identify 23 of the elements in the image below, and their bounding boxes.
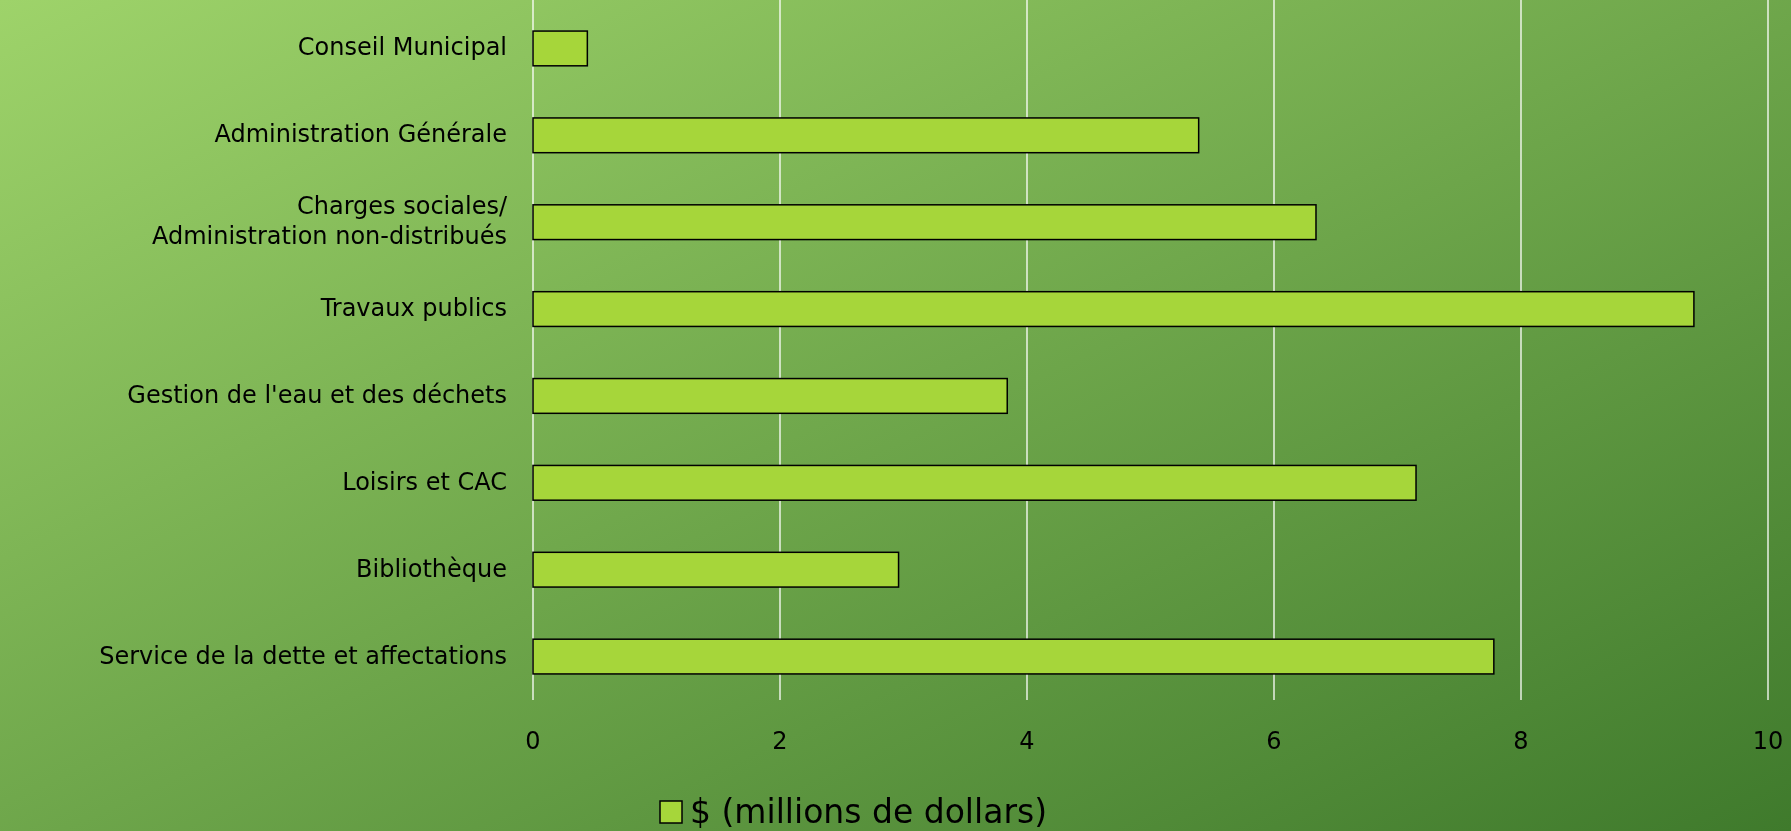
bar xyxy=(532,30,589,67)
x-tick-label: 0 xyxy=(525,727,541,755)
x-tick-label: 10 xyxy=(1752,727,1784,755)
y-tick-label: Charges sociales/ Administration non-distribués xyxy=(151,192,508,251)
y-tick-label: Travaux publics xyxy=(319,294,507,323)
bar xyxy=(532,117,1200,154)
y-tick-label: Bibliothèque xyxy=(356,554,507,583)
y-tick-label: Administration Générale xyxy=(214,120,507,149)
y-tick-label: Gestion de l'eau et des déchets xyxy=(127,380,507,409)
x-tick-label: 4 xyxy=(1019,727,1035,755)
bar xyxy=(532,204,1317,241)
x-tick-label: 8 xyxy=(1513,727,1529,755)
bar xyxy=(532,464,1417,501)
bar xyxy=(532,638,1495,675)
bar xyxy=(532,290,1695,328)
y-tick-label: Conseil Municipal xyxy=(297,33,507,62)
y-tick-label: Loisirs et CAC xyxy=(342,467,507,496)
x-tick-label: 2 xyxy=(772,727,788,755)
legend-label: $ (millions de dollars) xyxy=(690,791,1048,831)
x-tick-label: 6 xyxy=(1266,727,1282,755)
bar xyxy=(532,377,1008,415)
y-tick-label: Service de la dette et affectations xyxy=(99,641,507,670)
bar xyxy=(532,551,900,588)
